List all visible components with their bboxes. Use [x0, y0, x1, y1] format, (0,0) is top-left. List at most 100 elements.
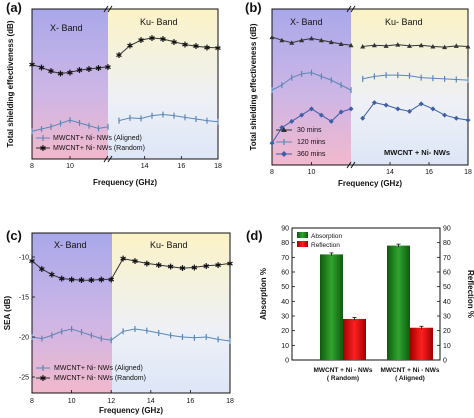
panel-c-series-1-point-4: ✱ — [68, 275, 75, 284]
panel-a-series: ✱ ✱ ✱ ✱ ✱ ✱ ✱ ✱ ✱✱✱✱ ✱ ✱ ✱ ✱ ✱ ✱ ✱ — [29, 34, 222, 135]
panel-d-ytick-left-label-7: 70 — [281, 255, 289, 262]
panel-b-series-0-point-17 — [453, 43, 459, 48]
panel-c-series-1-point-6: ✱ — [88, 276, 95, 285]
panel-a-series-1-point-7: ✱ — [95, 64, 102, 73]
panel-c-frame — [31, 232, 231, 394]
panel-b-legend-30: 30 mins — [297, 127, 322, 134]
panel-d-bar-reflection-0 — [343, 318, 366, 360]
panel-c-series-1-point-5: ✱ — [78, 276, 85, 285]
panel-b-xtick-label-3: 16 — [425, 169, 433, 176]
panel-b-series-2-line-1 — [362, 102, 469, 121]
panel-b-series-0-point-1 — [279, 37, 285, 43]
panel-c-legend-star-icon: ✱ — [40, 374, 47, 383]
panel-d-ytick-left-label-1: 10 — [281, 343, 289, 350]
panel-b-series-2-point-11 — [383, 102, 389, 108]
panel-b-series-0-point-10 — [371, 42, 377, 48]
panel-b-xtick-label-2: 14 — [386, 169, 394, 176]
panel-d-ytick-left-label-0: 0 — [285, 358, 289, 365]
panel-b-series — [269, 34, 471, 146]
panel-a-series-1-point-8: ✱ — [105, 63, 112, 72]
panel-a-legend-random: MWCNT+ Ni- NWs (Random) — [53, 145, 145, 152]
panel-b-series-2-point-18 — [465, 117, 471, 123]
panel-c-series-1-point-8: ✱ — [108, 275, 115, 284]
panel-a-ku-band-label: Ku- Band — [140, 17, 178, 27]
panel-b-series-2-point-3 — [299, 112, 305, 118]
panel-a: (a) X- Band Ku- Band ✱ ✱ ✱ ✱ ✱ ✱ ✱ ✱ ✱✱✱✱ ✱ ✱ ✱ ✱ ✱ ✱ ✱… — [6, 0, 222, 187]
panel-d-ylabel-right: Reflection % — [466, 270, 474, 318]
panel-a-axis-break — [103, 5, 113, 163]
panel-c-series-1-point-13: ✱ — [167, 263, 174, 272]
panel-c-series-1-point-7: ✱ — [98, 275, 105, 284]
panel-b-frame — [271, 8, 469, 166]
panel-b: (b) X- Band Ku- Band 30 mins 120 mins 36… — [245, 0, 472, 188]
panel-c-y-ticks: -10 -15 -20 -25 — [19, 255, 35, 382]
panel-b-series-2-point-16 — [442, 112, 448, 118]
panel-b-ku-band-region — [351, 9, 468, 165]
panel-a-series-1-line-0 — [31, 64, 109, 74]
panel-c-legend-random: MWCNT+ Ni- NWs (Random) — [54, 375, 146, 382]
panel-b-series-2-point-14 — [418, 101, 424, 107]
panel-c-ku-band-label: Ku- Band — [150, 240, 188, 250]
panel-a-series-1-point-0: ✱ — [29, 61, 36, 70]
panel-b-xtick-label-1: 10 — [308, 169, 316, 176]
panel-a-series-1-point-10: ✱ — [127, 42, 134, 51]
panel-d-bar-reflection-1 — [410, 327, 433, 360]
panel-d-ytick-left-label-2: 20 — [281, 328, 289, 335]
panel-b-series-2-point-9 — [360, 115, 366, 121]
panel-c-series-1-point-10: ✱ — [132, 257, 139, 266]
panel-c-series-1-point-3: ✱ — [58, 275, 65, 284]
panel-b-series-0-point-9 — [360, 43, 366, 49]
panel-b-series-2-point-8 — [348, 106, 354, 112]
panel-a-xlabel: Frequency (GHz) — [93, 178, 157, 187]
panel-b-legend-360: 360 mins — [297, 151, 326, 158]
panel-d-ytick-right-label-4: 40 — [443, 299, 451, 306]
panel-a-series-1-point-12: ✱ — [149, 34, 156, 43]
panel-c-ytick-label-1: -15 — [19, 295, 29, 302]
panel-b-note: MWCNT + Ni- NWs — [384, 148, 450, 157]
panel-a-series-1-point-15: ✱ — [182, 41, 189, 50]
panel-b-series-0-point-4 — [309, 35, 314, 41]
panel-d-ytick-right-label-3: 30 — [443, 314, 451, 321]
panel-d-legend-reflection: Reflection — [311, 242, 340, 249]
panel-c-series-1-line-0 — [31, 258, 231, 281]
panel-c-series-1-point-9: ✱ — [120, 255, 127, 264]
panel-b-series-0-point-7 — [338, 41, 344, 46]
panel-c-ylabel: SEA (dB) — [3, 295, 12, 330]
panel-b-letter: (b) — [245, 0, 262, 15]
panel-b-legend: 30 mins 120 mins 360 mins — [276, 127, 326, 158]
panel-b-series-2-point-7 — [338, 109, 344, 115]
panel-a-xtick-label-3: 16 — [177, 163, 185, 170]
panel-b-ylabel: Total shielding effectiveness (dB) — [249, 23, 258, 150]
panel-a-series-1-point-17: ✱ — [204, 43, 211, 52]
panel-a-xtick-label-1: 10 — [66, 163, 74, 170]
panel-a-ylabel: Total shielding effectiveness (dB) — [6, 20, 15, 147]
panel-b-series-2-point-0 — [269, 140, 275, 146]
panel-b-series-0-point-11 — [383, 43, 389, 48]
panel-b-series-2-point-13 — [407, 108, 412, 114]
panel-d-categories: MWCNT + Ni - NWs( Random) MWCNT + Ni - NW… — [313, 367, 439, 382]
panel-c-xtick-label-4: 16 — [187, 398, 195, 405]
panel-a-series-1-point-5: ✱ — [76, 66, 83, 75]
panel-c-ytick-label-3: -25 — [19, 375, 29, 382]
panel-b-series-0-point-6 — [328, 39, 334, 45]
panel-d-ytick-left-label-4: 40 — [281, 299, 289, 306]
panel-b-legend-triangle-icon — [281, 127, 287, 132]
panel-a-series-0-line-1 — [118, 114, 219, 123]
panel-c-series-1-point-16: ✱ — [203, 262, 210, 271]
panel-c-xtick-label-0: 8 — [30, 398, 34, 405]
panel-a-xtick-label-4: 18 — [214, 163, 222, 170]
panel-a-frame — [31, 8, 219, 160]
panel-b-series-0-line-1 — [362, 44, 469, 48]
panel-a-series-1-point-16: ✱ — [193, 42, 200, 51]
panel-c-legend-aligned: MWCNT+ Ni- NWs (Aligned) — [54, 365, 143, 372]
panel-c-xtick-label-1: 10 — [68, 398, 76, 405]
panel-c-series-1-point-11: ✱ — [143, 259, 150, 268]
panel-d-legend: Absorption Reflection — [297, 232, 342, 249]
panel-a-legend: MWCNT+ Ni- NWs (Aligned) ✱ MWCNT+ Ni- NW… — [36, 135, 145, 153]
panel-c-letter: (c) — [6, 228, 22, 243]
panel-a-series-1-point-3: ✱ — [57, 69, 64, 78]
panel-b-series-2-point-17 — [453, 115, 459, 121]
panel-d-ytick-left-label-6: 60 — [281, 270, 289, 277]
panel-d-letter: (d) — [246, 228, 263, 243]
panel-b-series-0-point-0 — [269, 34, 275, 40]
